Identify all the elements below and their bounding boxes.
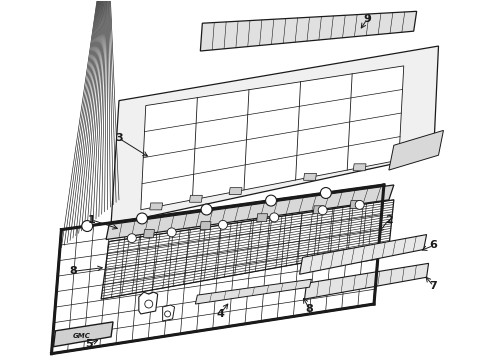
- Polygon shape: [163, 305, 174, 321]
- Circle shape: [127, 234, 136, 243]
- Text: GMC: GMC: [73, 333, 90, 339]
- Text: 8: 8: [70, 266, 77, 276]
- Circle shape: [355, 201, 364, 209]
- Circle shape: [167, 228, 176, 237]
- Circle shape: [318, 206, 327, 215]
- Text: 4: 4: [216, 309, 224, 319]
- Polygon shape: [200, 222, 211, 230]
- Circle shape: [201, 204, 212, 215]
- Circle shape: [266, 195, 276, 206]
- Polygon shape: [196, 279, 312, 304]
- Polygon shape: [350, 201, 361, 208]
- Text: 9: 9: [363, 14, 371, 24]
- Polygon shape: [200, 11, 416, 51]
- Circle shape: [320, 188, 331, 198]
- Polygon shape: [150, 203, 163, 210]
- Circle shape: [219, 220, 227, 229]
- Text: 5: 5: [85, 339, 93, 349]
- Polygon shape: [303, 174, 317, 180]
- Polygon shape: [305, 264, 429, 299]
- Circle shape: [145, 300, 153, 308]
- Polygon shape: [257, 214, 268, 222]
- Polygon shape: [139, 292, 158, 314]
- Circle shape: [82, 221, 93, 231]
- Polygon shape: [353, 164, 366, 171]
- Polygon shape: [111, 46, 439, 225]
- Polygon shape: [53, 322, 113, 347]
- Circle shape: [270, 213, 279, 222]
- Polygon shape: [144, 230, 154, 238]
- Polygon shape: [51, 185, 384, 354]
- Polygon shape: [229, 188, 242, 195]
- Text: 1: 1: [87, 215, 95, 225]
- Polygon shape: [141, 66, 404, 210]
- Polygon shape: [313, 206, 324, 214]
- Circle shape: [137, 213, 147, 224]
- Polygon shape: [101, 200, 394, 299]
- Text: 2: 2: [385, 215, 393, 225]
- Text: 8: 8: [306, 304, 314, 314]
- Polygon shape: [299, 235, 427, 274]
- Polygon shape: [106, 185, 394, 239]
- Text: 7: 7: [430, 281, 438, 291]
- Text: 3: 3: [115, 133, 123, 143]
- Polygon shape: [190, 195, 202, 202]
- Text: 6: 6: [430, 240, 438, 251]
- Circle shape: [165, 311, 171, 317]
- Polygon shape: [389, 130, 443, 170]
